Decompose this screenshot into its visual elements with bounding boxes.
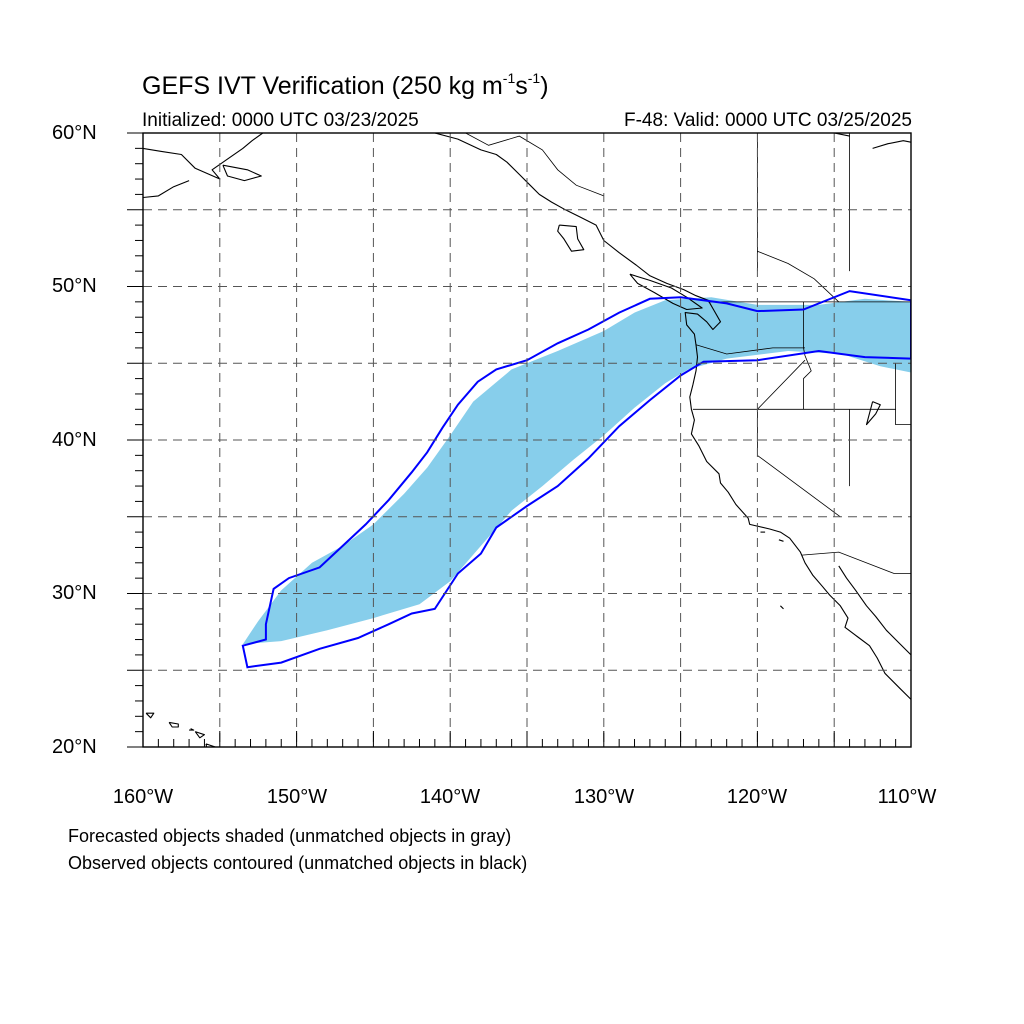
coastline-10 xyxy=(168,721,179,728)
coastline-6 xyxy=(222,164,262,182)
political-border-5 xyxy=(895,363,911,426)
observed-object-contour xyxy=(241,290,911,669)
figure-title: GEFS IVT Verification (250 kg m-1s-1) xyxy=(142,70,549,100)
coastline-12 xyxy=(194,731,205,739)
coastline-0 xyxy=(434,133,911,700)
lon-label-140w: 140°W xyxy=(419,786,481,808)
coastline-1 xyxy=(838,565,911,656)
observed-object-layer xyxy=(241,290,911,669)
lat-label-20n: 20°N xyxy=(52,736,97,758)
coastline-3 xyxy=(557,224,585,252)
political-border-6 xyxy=(801,551,911,574)
lat-label-30n: 30°N xyxy=(52,582,97,604)
forecast-object-layer xyxy=(242,297,911,645)
tick-marks xyxy=(127,132,912,748)
political-border-9 xyxy=(695,344,805,355)
lat-label-40n: 40°N xyxy=(52,429,97,451)
coastline-9 xyxy=(145,712,155,719)
coastline-11 xyxy=(189,728,195,731)
political-border-2 xyxy=(757,409,841,518)
coastline-2 xyxy=(629,273,703,311)
coastline-14 xyxy=(778,539,784,542)
political-border-10 xyxy=(757,250,840,303)
lon-label-110w: 110°W xyxy=(877,786,937,808)
coastline-13 xyxy=(205,743,218,747)
forecast-object xyxy=(242,297,911,645)
observed-legend-note: Observed objects contoured (unmatched ob… xyxy=(68,853,528,873)
coastline-5 xyxy=(143,180,190,199)
valid-time: F-48: Valid: 0000 UTC 03/25/2025 xyxy=(624,110,912,131)
lon-label-150w: 150°W xyxy=(266,786,328,808)
coastline-8 xyxy=(872,140,911,149)
forecast-legend-note: Forecasted objects shaded (unmatched obj… xyxy=(68,826,512,846)
lon-label-160w: 160°W xyxy=(112,786,174,808)
lat-label-50n: 50°N xyxy=(52,275,97,297)
lon-label-130w: 130°W xyxy=(573,786,635,808)
coastline-layer xyxy=(143,133,911,747)
lat-label-60n: 60°N xyxy=(52,122,97,144)
political-border-11 xyxy=(465,133,604,197)
lon-label-120w: 120°W xyxy=(726,786,788,808)
graticule-layer xyxy=(143,133,911,747)
political-border-12 xyxy=(757,359,806,410)
initialized-time: Initialized: 0000 UTC 03/23/2025 xyxy=(142,110,419,131)
map-frame xyxy=(142,132,912,748)
coastline-4 xyxy=(143,133,264,180)
coastline-17 xyxy=(865,401,881,426)
political-border-layer xyxy=(465,133,911,574)
coastline-16 xyxy=(780,605,784,610)
